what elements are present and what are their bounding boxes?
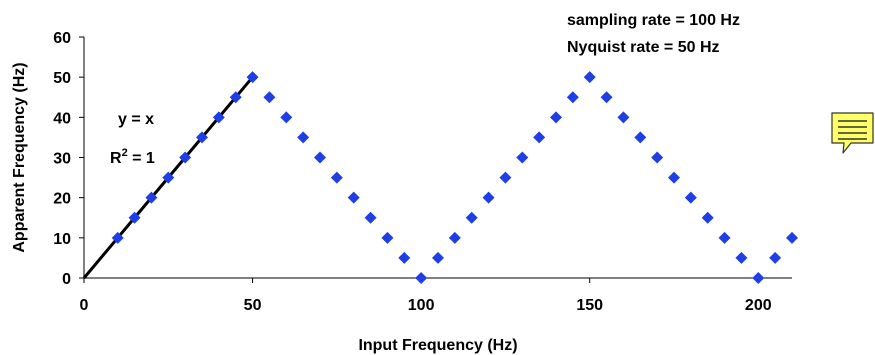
- data-point: [651, 151, 664, 164]
- note-comment-icon[interactable]: [829, 110, 875, 156]
- data-point: [752, 272, 765, 284]
- r-squared-value: = 1: [128, 150, 155, 167]
- y-tick-label: 40: [53, 110, 71, 127]
- data-point: [684, 191, 697, 204]
- data-point: [330, 171, 343, 184]
- data-point: [162, 171, 175, 184]
- r-squared-label: R2 = 1: [110, 147, 155, 167]
- x-tick-label: 0: [80, 297, 89, 314]
- y-tick-label: 20: [53, 191, 71, 208]
- data-point: [145, 191, 158, 204]
- x-tick-label: 100: [408, 297, 435, 314]
- equation-label: y = x: [118, 111, 154, 128]
- data-point: [550, 111, 562, 124]
- data-point: [718, 231, 731, 244]
- r-squared-base: R: [110, 150, 122, 167]
- x-axis-title: Input Frequency (Hz): [358, 337, 517, 354]
- data-point: [448, 231, 461, 244]
- r-squared-exponent: 2: [122, 147, 128, 159]
- ticks: 0 10 20 30 40 50 60 0 50 100 150 200: [53, 30, 772, 314]
- data-point: [246, 71, 259, 84]
- data-point: [314, 151, 326, 164]
- data-point: [111, 231, 124, 244]
- data-point: [465, 211, 478, 224]
- data-point: [600, 91, 613, 104]
- y-tick-label: 60: [53, 30, 71, 47]
- x-tick-label: 150: [576, 297, 603, 314]
- data-point: [533, 131, 546, 144]
- y-tick-label: 0: [62, 271, 71, 288]
- data-point: [482, 191, 495, 204]
- x-tick-label: 200: [745, 297, 772, 314]
- nyquist-rate-label: Nyquist rate = 50 Hz: [567, 39, 720, 56]
- data-point: [280, 111, 293, 124]
- sampling-rate-label: sampling rate = 100 Hz: [567, 12, 740, 29]
- data-point: [786, 231, 798, 244]
- data-point: [566, 91, 579, 104]
- data-point: [583, 71, 596, 84]
- data-point: [668, 171, 680, 184]
- data-point: [263, 91, 276, 104]
- data-point: [128, 211, 141, 224]
- y-axis-title: Apparent Frequency (Hz): [11, 62, 28, 252]
- data-point: [229, 91, 242, 104]
- data-point: [499, 171, 512, 184]
- data-point: [196, 131, 208, 144]
- data-point: [701, 211, 714, 224]
- data-point: [212, 111, 225, 124]
- data-point: [297, 131, 310, 144]
- data-point: [347, 191, 360, 204]
- data-point: [179, 151, 192, 164]
- data-points: [111, 71, 798, 284]
- data-point: [516, 151, 529, 164]
- data-point: [735, 251, 748, 264]
- data-point: [432, 251, 444, 264]
- data-point: [364, 211, 377, 224]
- data-point: [381, 231, 394, 244]
- data-point: [617, 111, 630, 124]
- data-point: [634, 131, 647, 144]
- x-tick-label: 50: [244, 297, 262, 314]
- data-point: [415, 272, 428, 284]
- data-point: [398, 251, 411, 264]
- y-tick-label: 10: [53, 231, 71, 248]
- data-point: [769, 251, 782, 264]
- y-tick-label: 30: [53, 151, 71, 168]
- y-tick-label: 50: [53, 70, 71, 87]
